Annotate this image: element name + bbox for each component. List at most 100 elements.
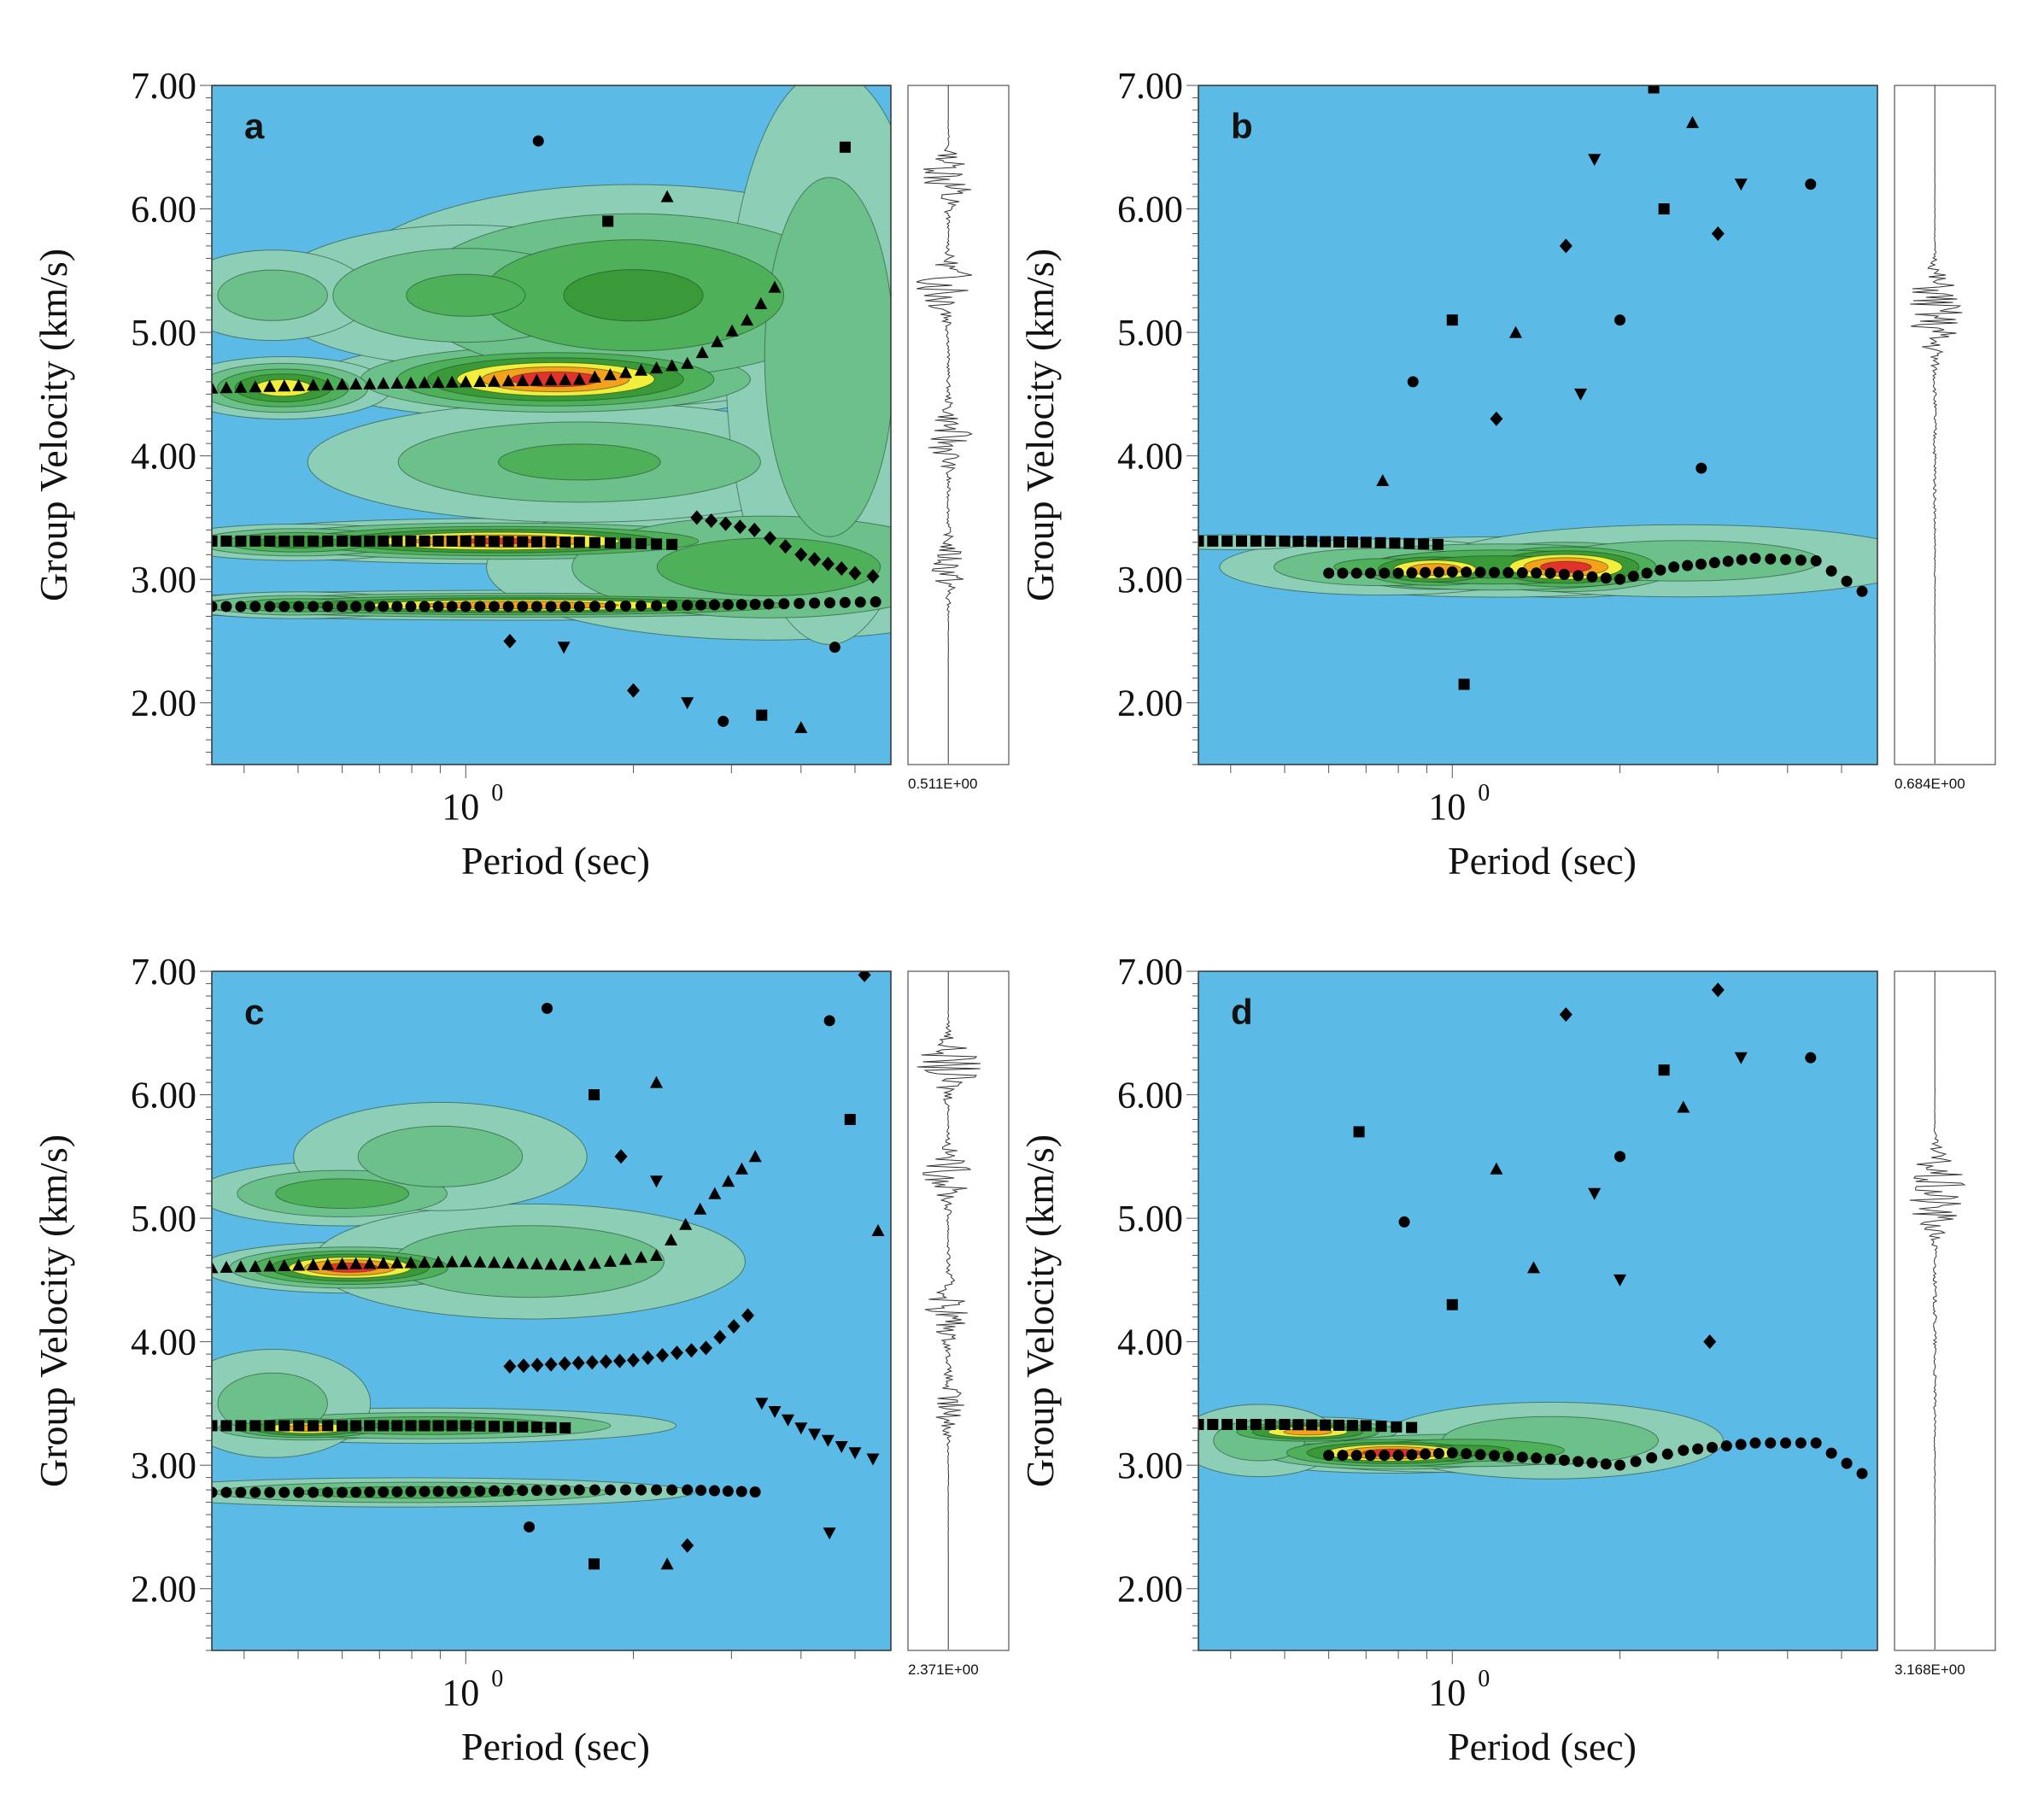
marker-triangle xyxy=(665,359,679,372)
marker-circle xyxy=(419,601,430,613)
marker-triangle xyxy=(321,1257,335,1270)
marker-circle xyxy=(1627,571,1639,583)
marker-triangle xyxy=(431,1255,445,1268)
marker-triangle xyxy=(377,1257,390,1269)
marker-triangle xyxy=(711,335,724,348)
marker-circle xyxy=(682,1484,694,1496)
marker-square xyxy=(1221,535,1233,547)
marker-circle xyxy=(1432,1447,1444,1459)
marker-square xyxy=(235,535,247,547)
marker-triangle xyxy=(363,1257,377,1269)
marker-circle xyxy=(264,601,276,613)
marker-circle xyxy=(1544,1453,1556,1465)
marker-square xyxy=(378,1420,389,1432)
marker-circle xyxy=(1474,1449,1486,1461)
marker-circle xyxy=(1614,573,1626,585)
marker-triangle xyxy=(618,1252,632,1265)
marker-circle xyxy=(532,135,544,147)
marker-diamond xyxy=(794,547,808,562)
marker-square xyxy=(1403,537,1415,549)
marker-triangle xyxy=(292,378,306,391)
marker-triangle xyxy=(681,356,694,369)
marker-circle xyxy=(1795,1437,1807,1449)
marker-circle xyxy=(322,1486,334,1498)
marker-triangle xyxy=(459,1255,472,1268)
marker-circle xyxy=(1461,1448,1473,1460)
marker-circle xyxy=(350,1486,362,1498)
marker-circle xyxy=(1600,1458,1612,1470)
marker-diamond xyxy=(764,530,776,546)
marker-tri-down xyxy=(848,1447,862,1460)
marker-circle xyxy=(1646,1452,1658,1464)
marker-circle xyxy=(391,1486,403,1498)
marker-triangle xyxy=(544,1257,558,1270)
marker-square xyxy=(264,535,276,547)
marker-square xyxy=(1346,1420,1358,1432)
marker-circle xyxy=(635,600,647,612)
marker-circle xyxy=(1531,567,1543,579)
marker-square xyxy=(1292,1419,1304,1431)
marker-triangle xyxy=(234,1260,248,1273)
marker-tri-down xyxy=(755,1398,769,1410)
trace-line xyxy=(917,971,981,1650)
marker-circle xyxy=(1805,179,1817,190)
energy-contours xyxy=(1198,1401,1724,1480)
marker-circle xyxy=(1432,566,1444,578)
y-tick-label: 2.00 xyxy=(1117,1568,1183,1610)
marker-triangle xyxy=(390,377,404,389)
marker-triangle xyxy=(635,363,648,376)
y-tick-label: 6.00 xyxy=(1117,189,1183,231)
marker-square xyxy=(559,536,571,548)
marker-diamond xyxy=(727,1319,741,1334)
y-axis: 2.00 3.00 4.00 5.00 6.00 7.00 xyxy=(1117,951,1198,1651)
marker-square xyxy=(350,535,362,547)
waveform-trace: 3.168E+00 xyxy=(1894,970,1996,1678)
marker-square xyxy=(1360,536,1372,548)
marker-tri-down xyxy=(1614,1274,1626,1287)
y-tick-label: 4.00 xyxy=(131,436,196,478)
marker-circle xyxy=(1350,567,1362,579)
marker-square xyxy=(293,535,305,547)
marker-square xyxy=(446,535,458,547)
marker-square xyxy=(517,536,529,548)
marker-tri-down xyxy=(866,1453,880,1466)
marker-square xyxy=(1374,536,1386,548)
marker-square xyxy=(1198,1418,1204,1430)
marker-circle xyxy=(619,1484,631,1496)
marker-circle xyxy=(1682,560,1694,571)
marker-diamond xyxy=(690,510,704,525)
marker-diamond xyxy=(808,552,822,567)
marker-square xyxy=(474,1420,486,1432)
marker-triangle xyxy=(263,1259,277,1272)
marker-triangle xyxy=(445,375,459,388)
marker-triangle xyxy=(741,314,754,326)
marker-circle xyxy=(1780,554,1792,566)
marker-triangle xyxy=(234,380,248,393)
marker-circle xyxy=(1461,566,1473,578)
marker-circle xyxy=(1856,1468,1868,1480)
marker-triangle xyxy=(665,1233,678,1246)
marker-square xyxy=(405,1420,417,1432)
trace-line xyxy=(1909,971,1966,1650)
marker-square xyxy=(264,1420,276,1432)
x-tick-exponent: 0 xyxy=(491,1666,503,1692)
marker-triangle xyxy=(635,1251,647,1263)
marker-triangle xyxy=(588,1257,601,1269)
marker-circle xyxy=(249,1486,261,1498)
y-tick-label: 3.00 xyxy=(1117,559,1183,601)
marker-square xyxy=(322,1420,334,1432)
marker-square xyxy=(278,535,290,547)
y-tick-label: 7.00 xyxy=(1117,951,1183,993)
marker-square xyxy=(502,1421,514,1433)
trace-frame xyxy=(1894,85,1996,765)
marker-circle xyxy=(1749,553,1761,565)
marker-square xyxy=(432,1420,444,1432)
marker-triangle xyxy=(794,721,808,734)
marker-circle xyxy=(1841,1457,1853,1469)
marker-square xyxy=(1264,535,1276,547)
marker-circle xyxy=(419,1486,430,1498)
marker-circle xyxy=(337,1486,348,1498)
marker-circle xyxy=(1720,1440,1732,1452)
marker-circle xyxy=(1573,1456,1584,1468)
marker-circle xyxy=(350,601,362,613)
